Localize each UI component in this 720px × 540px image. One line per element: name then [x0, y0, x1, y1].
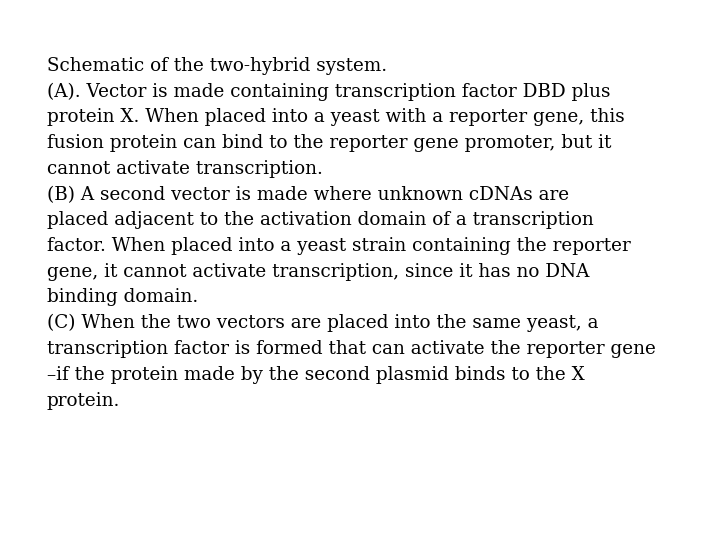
- Text: Schematic of the two-hybrid system.
(A). Vector is made containing transcription: Schematic of the two-hybrid system. (A).…: [47, 57, 656, 409]
